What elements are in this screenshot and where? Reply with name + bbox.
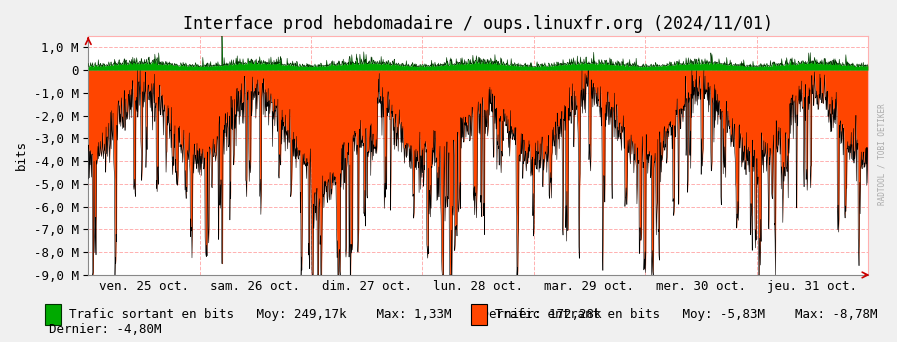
Text: Trafic sortant en bits   Moy: 249,17k    Max: 1,33M    Dernier: 172,28k: Trafic sortant en bits Moy: 249,17k Max:… <box>69 308 602 321</box>
Text: Trafic entrant en bits   Moy: -5,83M    Max: -8,78M: Trafic entrant en bits Moy: -5,83M Max: … <box>495 308 877 321</box>
Y-axis label: bits: bits <box>15 141 28 170</box>
Text: RADTOOL / TOBI OETIKER: RADTOOL / TOBI OETIKER <box>877 103 886 205</box>
Text: Dernier: -4,80M: Dernier: -4,80M <box>49 323 161 336</box>
Title: Interface prod hebdomadaire / oups.linuxfr.org (2024/11/01): Interface prod hebdomadaire / oups.linux… <box>183 15 773 33</box>
